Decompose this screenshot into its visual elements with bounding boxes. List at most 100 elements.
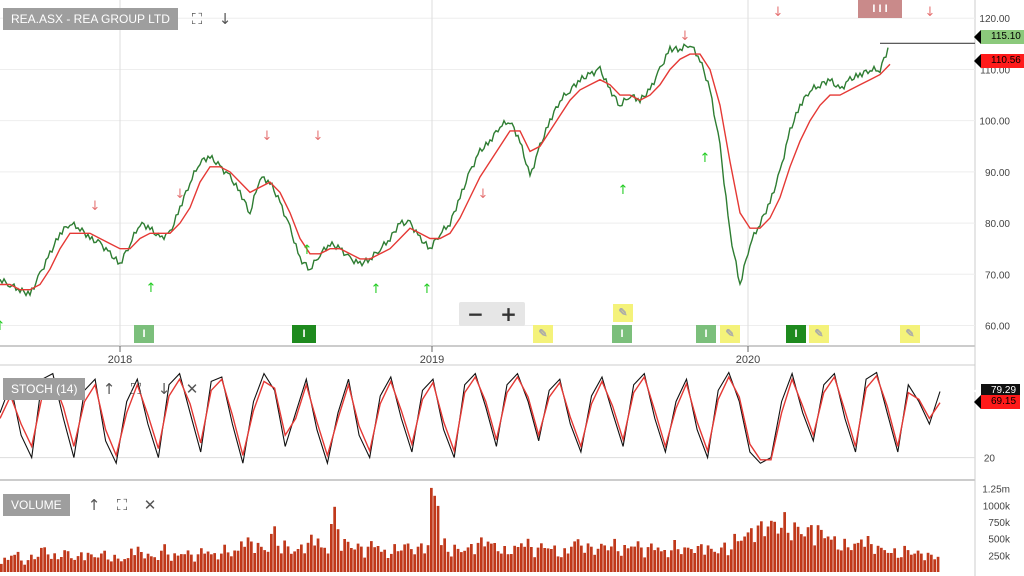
volume-bar — [670, 550, 673, 572]
close-icon[interactable]: ✕ — [143, 496, 157, 514]
volume-bar — [563, 548, 566, 572]
volume-bar — [806, 527, 810, 572]
volume-bar — [656, 547, 660, 572]
arrow-down-icon[interactable]: ↓ — [218, 10, 232, 28]
event-badge[interactable]: I — [612, 325, 632, 343]
volume-bar — [480, 537, 483, 572]
event-badge-group[interactable]: I I I — [858, 0, 902, 18]
event-badge[interactable]: I — [134, 325, 154, 343]
volume-bar — [326, 553, 330, 572]
volume-bar — [523, 546, 526, 572]
arrow-up-icon[interactable]: ↑ — [87, 496, 101, 514]
sell-signal-arrow: ↓ — [773, 5, 784, 20]
volume-bar — [646, 547, 650, 572]
volume-bar — [113, 554, 116, 572]
volume-bar — [880, 547, 883, 572]
volume-bar — [680, 554, 683, 572]
volume-bar — [323, 547, 326, 572]
sell-signal-arrow: ↓ — [90, 199, 101, 214]
volume-bar — [676, 549, 680, 572]
volume-bar — [223, 544, 226, 572]
volume-bar — [403, 544, 406, 572]
event-badge[interactable]: I — [292, 325, 316, 343]
close-icon[interactable]: ✕ — [185, 380, 199, 398]
volume-bar — [183, 554, 186, 572]
volume-bar — [116, 558, 120, 572]
volume-bar — [120, 561, 123, 572]
volume-bar — [376, 546, 380, 572]
volume-bar — [193, 561, 196, 572]
volume-bar — [640, 547, 643, 572]
volume-bar — [700, 544, 703, 572]
volume-bar — [816, 525, 820, 572]
volume-bar — [636, 541, 640, 572]
buy-signal-arrow: ↑ — [700, 151, 711, 166]
volume-bar — [363, 557, 366, 572]
expand-icon[interactable]: ⛶ — [130, 380, 142, 398]
note-badge[interactable]: ✎ — [533, 325, 553, 343]
volume-bar — [456, 548, 460, 572]
volume-bar — [793, 522, 796, 572]
event-badge[interactable]: I — [696, 325, 716, 343]
volume-bar — [426, 545, 430, 572]
sell-signal-arrow: ↓ — [262, 129, 273, 144]
volume-bar — [473, 554, 476, 572]
volume-bar — [390, 553, 393, 572]
volume-bar — [813, 545, 816, 572]
arrow-down-icon[interactable]: ↓ — [157, 380, 171, 398]
volume-bar — [166, 554, 170, 572]
volume-bar — [763, 536, 766, 572]
volume-bar — [293, 551, 296, 572]
arrow-up-icon[interactable]: ↑ — [102, 380, 116, 398]
volume-bar — [83, 560, 86, 572]
y-tick-label: 70.00 — [985, 270, 1010, 281]
stoch-panel-title[interactable]: STOCH (14) — [3, 378, 86, 400]
volume-bar — [756, 525, 760, 572]
volume-bar — [53, 553, 56, 572]
zoom-in-button[interactable]: + — [500, 302, 517, 326]
volume-bar — [310, 534, 313, 572]
volume-bar — [153, 557, 156, 572]
volume-bar — [280, 553, 283, 572]
note-badge[interactable]: ✎ — [809, 325, 829, 343]
volume-bar — [730, 549, 733, 572]
volume-bar — [220, 553, 223, 572]
volume-bar — [240, 541, 243, 572]
volume-bar — [533, 557, 536, 572]
volume-bar — [733, 533, 736, 572]
volume-bar — [790, 540, 793, 572]
volume-bar — [380, 551, 383, 572]
note-badge[interactable]: ✎ — [613, 304, 633, 322]
volume-tick-label: 1.25m — [982, 485, 1010, 496]
volume-bar — [36, 556, 40, 572]
event-badge[interactable]: I — [786, 325, 806, 343]
ma-price-tag: 110.56 — [974, 54, 1024, 68]
volume-bar — [766, 526, 770, 572]
zoom-out-button[interactable]: − — [467, 302, 484, 326]
note-badge[interactable]: ✎ — [900, 325, 920, 343]
volume-panel-title[interactable]: VOLUME — [3, 494, 70, 516]
volume-bar — [743, 536, 746, 572]
volume-bar — [926, 552, 930, 572]
volume-bar — [286, 546, 290, 572]
volume-bar — [253, 553, 256, 572]
volume-bar — [693, 553, 696, 572]
volume-bar — [186, 550, 190, 572]
volume-bar — [786, 532, 790, 572]
volume-bar — [696, 546, 700, 572]
expand-icon[interactable]: ⛶ — [116, 496, 128, 514]
volume-bar — [903, 545, 906, 572]
volume-bars — [0, 487, 940, 572]
volume-bar — [650, 543, 653, 572]
volume-bar — [683, 547, 686, 572]
expand-icon[interactable]: ⛶ — [191, 10, 203, 28]
volume-bar — [853, 543, 856, 572]
stoch-tick-label: 20 — [984, 454, 996, 465]
volume-bar — [803, 536, 806, 572]
volume-bar — [823, 538, 826, 572]
note-badge[interactable]: ✎ — [720, 325, 740, 343]
main-panel-title[interactable]: REA.ASX - REA GROUP LTD — [3, 8, 178, 30]
volume-bar — [346, 541, 350, 572]
volume-bar — [230, 556, 233, 572]
volume-bar — [396, 551, 400, 572]
